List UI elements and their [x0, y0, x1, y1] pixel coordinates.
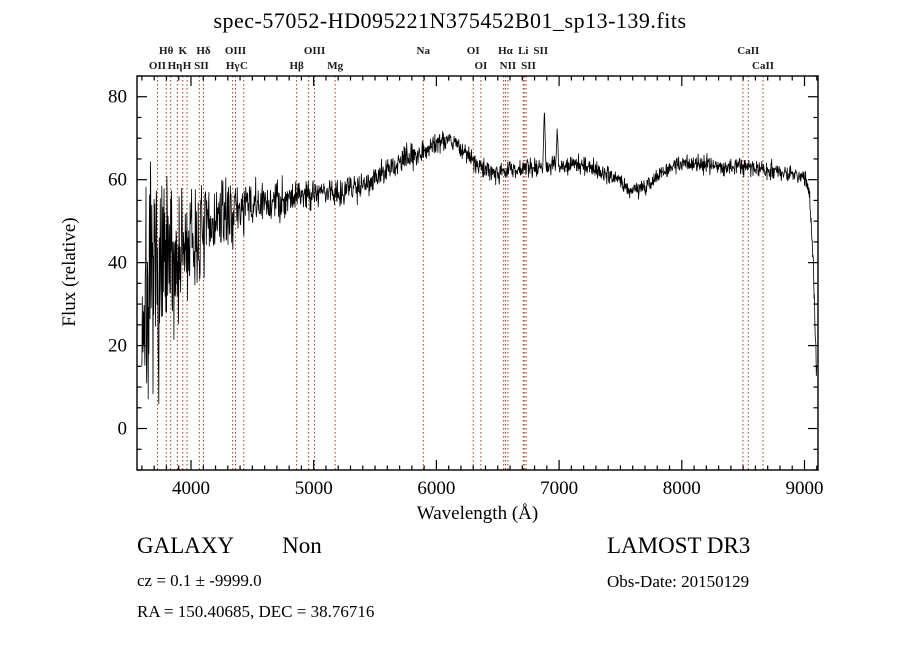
spectral-line-label: OI [467, 45, 480, 57]
y-tick-label: 80 [108, 87, 127, 108]
class-label: GALAXY [137, 533, 235, 558]
spectral-line-label: Na [417, 45, 431, 57]
y-tick-label: 40 [108, 253, 127, 274]
spectral-line-label: Li [518, 45, 528, 57]
obs-date: Obs-Date: 20150129 [607, 572, 750, 591]
spectral-line-label: Hβ [289, 60, 304, 72]
spectral-line-label: OIII [225, 45, 246, 57]
spectral-line-label: K [178, 45, 187, 57]
y-tick-label: 60 [108, 170, 127, 191]
x-tick-label: 8000 [663, 478, 701, 499]
y-axis-label: Flux (relative) [59, 217, 80, 327]
y-tick-label: 20 [108, 336, 127, 357]
x-axis-label: Wavelength (Å) [416, 503, 539, 524]
spectral-line-label: OI [475, 60, 488, 72]
spectral-line-label: Hα [498, 45, 514, 57]
spectral-line-label: C [240, 60, 248, 72]
cz-value: cz = 0.1 ± -9999.0 [137, 571, 262, 590]
plot-title: spec-57052-HD095221N375452B01_sp13-139.f… [213, 8, 687, 33]
plot-frame [136, 75, 819, 471]
x-tick-label: 6000 [417, 478, 455, 499]
survey-name: LAMOST DR3 [607, 533, 751, 558]
survey-info-block: LAMOST DR3 Obs-Date: 20150129 [607, 533, 750, 592]
x-tick-label: 4000 [172, 478, 210, 499]
spectral-line-label: Hη [168, 60, 183, 72]
spectral-line-label: H [183, 60, 192, 72]
spectral-line-label: Hγ [226, 60, 240, 72]
spectral-line-label: Hθ [159, 45, 174, 57]
spectral-line-label: SII [533, 45, 548, 57]
object-info-block: GALAXY Non cz = 0.1 ± -9999.0 RA = 150.4… [137, 533, 374, 622]
y-tick-label: 0 [118, 419, 128, 440]
spectrum-trace [141, 112, 818, 405]
x-tick-label: 5000 [295, 478, 333, 499]
spectral-line-label: Mg [327, 60, 343, 72]
spectral-line-label: SII [194, 60, 209, 72]
spectral-line-label: SII [521, 60, 536, 72]
classification-row: GALAXY Non [137, 533, 374, 559]
spectral-line-label: OII [149, 60, 166, 72]
spectral-line-label: OIII [304, 45, 325, 57]
x-tick-label: 9000 [786, 478, 824, 499]
spectral-line-label: CaII [737, 45, 759, 57]
subclass-label: Non [282, 533, 322, 558]
spectral-line-label: Hδ [196, 45, 211, 57]
x-tick-label: 7000 [540, 478, 578, 499]
spectral-line-label: CaII [752, 60, 774, 72]
radec-value: RA = 150.40685, DEC = 38.76716 [137, 602, 375, 621]
spectral-line-label: NII [500, 60, 517, 72]
